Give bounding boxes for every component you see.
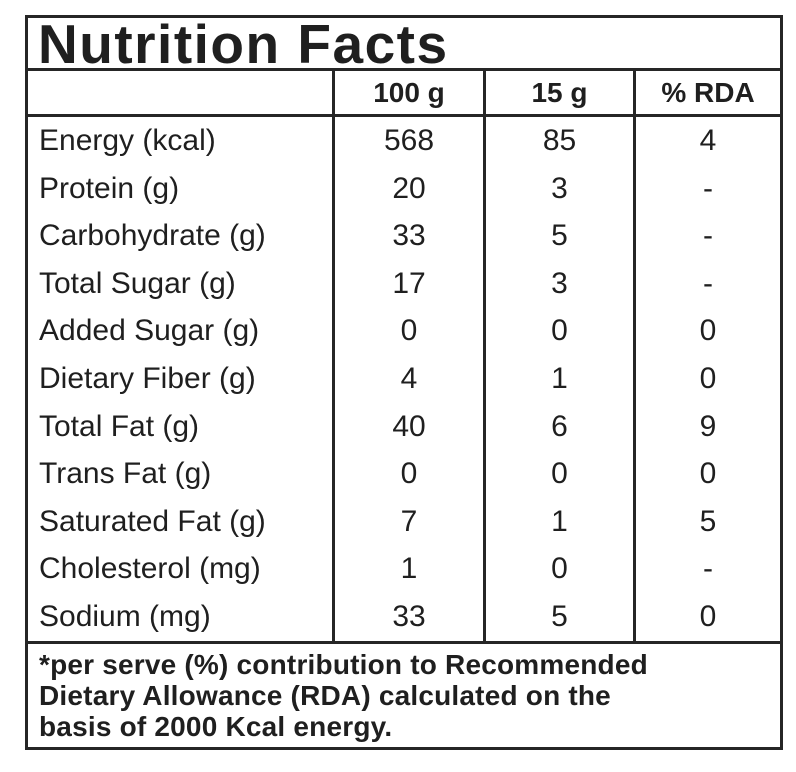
table-row-total-fat: Total Fat (g) 40 6 9: [28, 402, 780, 451]
value-rda: 0: [633, 355, 780, 403]
table-row-saturated-fat: Saturated Fat (g) 7 1 5: [28, 498, 780, 546]
value-rda: 0: [633, 593, 780, 641]
nutrition-facts-panel: Nutrition Facts 100 g 15 g % RDA Energy …: [25, 15, 783, 750]
value-rda: 9: [633, 402, 780, 451]
value-100g: 0: [332, 450, 483, 499]
table-row-energy: Energy (kcal) 568 85 4: [28, 117, 780, 165]
nutrient-label: Total Sugar (g): [39, 266, 236, 300]
value-rda: 4: [633, 117, 780, 165]
value-15g: 1: [483, 498, 633, 546]
title-row: Nutrition Facts: [28, 18, 780, 72]
value-15g: 6: [483, 402, 633, 451]
value-100g: 33: [332, 212, 483, 261]
nutrient-label: Protein (g): [39, 171, 180, 205]
nutrient-label: Total Fat (g): [39, 409, 200, 443]
value-15g: 5: [483, 593, 633, 641]
value-100g: 40: [332, 402, 483, 451]
value-rda: -: [633, 260, 780, 308]
value-100g: 568: [332, 117, 483, 165]
rda-footnote: *per serve (%) contribution to Recommend…: [28, 640, 780, 747]
table-row-protein: Protein (g) 20 3 -: [28, 164, 780, 213]
value-100g: 7: [332, 498, 483, 546]
nutrient-label: Trans Fat (g): [39, 457, 212, 491]
header-rda: % RDA: [633, 71, 780, 115]
value-rda: -: [633, 212, 780, 261]
table-row-carbohydrate: Carbohydrate (g) 33 5 -: [28, 212, 780, 261]
table-row-added-sugar: Added Sugar (g) 0 0 0: [28, 307, 780, 356]
value-15g: 3: [483, 260, 633, 308]
nutrient-label: Cholesterol (mg): [39, 552, 261, 586]
table-row-sodium: Sodium (mg) 33 5 0: [28, 593, 780, 641]
value-100g: 17: [332, 260, 483, 308]
value-rda: -: [633, 164, 780, 213]
value-rda: 0: [633, 307, 780, 356]
value-15g: 0: [483, 545, 633, 594]
value-rda: -: [633, 545, 780, 594]
value-100g: 1: [332, 545, 483, 594]
column-header-row: 100 g 15 g % RDA: [28, 71, 780, 118]
nutrient-label: Sodium (mg): [39, 600, 211, 634]
table-row-total-sugar: Total Sugar (g) 17 3 -: [28, 260, 780, 308]
value-15g: 3: [483, 164, 633, 213]
header-100g: 100 g: [332, 71, 483, 115]
header-15g: 15 g: [483, 71, 633, 115]
value-100g: 4: [332, 355, 483, 403]
table-row-cholesterol: Cholesterol (mg) 1 0 -: [28, 545, 780, 594]
nutrient-rows: Energy (kcal) 568 85 4 Protein (g) 20 3 …: [28, 117, 780, 641]
value-rda: 0: [633, 450, 780, 499]
value-15g: 0: [483, 450, 633, 499]
nutrient-label: Carbohydrate (g): [39, 219, 266, 253]
header-blank-cell: [28, 71, 332, 114]
table-row-dietary-fiber: Dietary Fiber (g) 4 1 0: [28, 355, 780, 403]
table-row-trans-fat: Trans Fat (g) 0 0 0: [28, 450, 780, 499]
value-15g: 0: [483, 307, 633, 356]
nutrient-label: Added Sugar (g): [39, 314, 260, 348]
value-rda: 5: [633, 498, 780, 546]
value-100g: 33: [332, 593, 483, 641]
value-15g: 1: [483, 355, 633, 403]
value-15g: 85: [483, 117, 633, 165]
nutrient-label: Saturated Fat (g): [39, 504, 266, 538]
page-title: Nutrition Facts: [38, 18, 449, 72]
nutrient-label: Dietary Fiber (g): [39, 362, 256, 396]
value-100g: 0: [332, 307, 483, 356]
value-100g: 20: [332, 164, 483, 213]
value-15g: 5: [483, 212, 633, 261]
nutrient-label: Energy (kcal): [39, 124, 216, 158]
